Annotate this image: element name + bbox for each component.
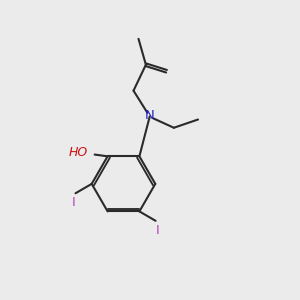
Text: I: I <box>72 196 75 209</box>
Text: N: N <box>145 110 154 122</box>
Text: HO: HO <box>69 146 88 159</box>
Text: I: I <box>156 224 160 237</box>
